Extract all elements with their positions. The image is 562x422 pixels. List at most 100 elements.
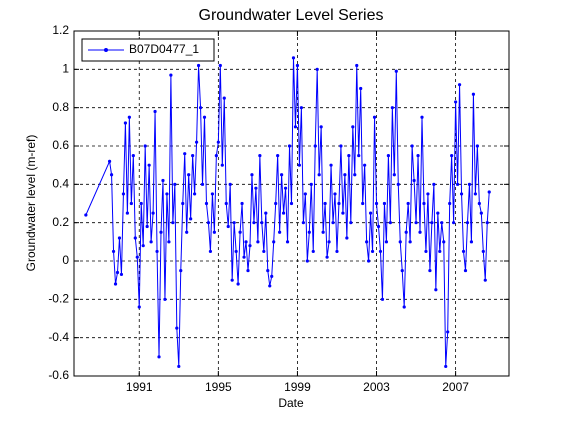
data-point	[216, 140, 220, 144]
data-point	[368, 211, 373, 215]
data-point	[212, 230, 216, 234]
chart-title: Groundwater Level Series	[199, 7, 384, 24]
data-point	[244, 240, 248, 244]
data-point	[123, 121, 128, 125]
data-point	[345, 236, 349, 240]
data-point	[367, 259, 371, 263]
data-point	[327, 240, 331, 244]
data-point	[151, 211, 155, 215]
data-point	[446, 330, 450, 334]
data-point	[109, 173, 114, 177]
data-point	[351, 125, 355, 129]
data-point	[307, 230, 311, 234]
data-point	[246, 268, 250, 273]
data-point	[218, 63, 222, 68]
data-point	[400, 268, 404, 273]
data-point	[202, 115, 207, 119]
data-point	[268, 284, 272, 288]
data-point	[394, 69, 398, 73]
data-point	[295, 63, 300, 68]
data-point	[139, 201, 143, 206]
data-point	[333, 192, 337, 196]
data-point	[396, 182, 400, 186]
data-point	[477, 201, 481, 206]
data-point	[359, 86, 363, 91]
data-point	[141, 244, 145, 248]
data-point	[181, 201, 185, 206]
data-point	[196, 63, 201, 68]
y-tick-label: 0	[62, 253, 69, 267]
legend-box	[81, 38, 215, 62]
data-point	[179, 268, 183, 273]
data-point	[428, 268, 432, 273]
data-point	[311, 249, 315, 254]
data-point	[319, 125, 323, 129]
data-point	[392, 173, 396, 177]
data-point	[175, 326, 179, 330]
data-point	[386, 153, 390, 158]
data-point	[325, 255, 329, 259]
data-point	[240, 201, 244, 206]
data-point	[426, 192, 430, 196]
data-point	[347, 153, 351, 158]
data-point	[113, 282, 118, 286]
y-tick-label: 0.2	[52, 215, 69, 229]
data-point	[149, 240, 153, 244]
data-point	[153, 109, 157, 114]
data-point	[412, 178, 416, 183]
data-point	[483, 278, 487, 282]
data-point	[329, 163, 333, 167]
data-point	[210, 192, 215, 196]
data-point	[129, 201, 133, 206]
x-tick-label: 1991	[126, 380, 153, 394]
data-point	[274, 201, 278, 206]
data-point	[317, 173, 321, 177]
x-tick-label: 1999	[284, 380, 311, 394]
data-point	[408, 240, 412, 244]
data-point	[143, 144, 147, 148]
data-point	[135, 255, 139, 259]
data-point	[424, 249, 428, 254]
y-axis-label: Groundwater level (m-ref)	[24, 135, 38, 272]
data-point	[363, 163, 367, 167]
data-point	[171, 221, 175, 225]
data-point	[430, 221, 434, 225]
data-point	[238, 230, 242, 234]
data-point	[388, 221, 392, 225]
y-tick-label: -0.6	[48, 368, 69, 382]
data-point	[438, 249, 442, 254]
data-point	[444, 364, 448, 369]
data-point	[226, 224, 230, 229]
data-point	[270, 274, 274, 278]
data-point	[349, 221, 353, 225]
y-tick-label: -0.2	[48, 292, 69, 306]
data-point	[254, 186, 258, 190]
data-point	[117, 236, 122, 240]
data-point	[337, 201, 341, 206]
data-point	[479, 211, 483, 215]
data-point	[133, 236, 137, 240]
data-point	[287, 144, 292, 148]
data-point	[281, 211, 286, 215]
data-point	[418, 230, 422, 234]
data-line	[85, 57, 490, 367]
x-tick-label: 2007	[442, 380, 469, 394]
data-point	[380, 297, 385, 301]
data-point	[131, 153, 135, 158]
data-point	[323, 201, 327, 206]
data-point	[289, 201, 294, 206]
data-point	[193, 192, 197, 196]
data-point	[475, 144, 479, 148]
data-point	[248, 244, 252, 248]
data-point	[404, 230, 408, 234]
data-point	[232, 221, 236, 225]
data-point	[266, 268, 270, 273]
data-point	[191, 153, 195, 158]
data-point	[390, 106, 394, 110]
data-point	[293, 125, 298, 129]
data-point	[169, 73, 173, 77]
data-point	[206, 221, 211, 225]
x-axis-label: Date	[278, 396, 304, 410]
data-point	[115, 270, 120, 275]
data-point	[370, 249, 375, 254]
